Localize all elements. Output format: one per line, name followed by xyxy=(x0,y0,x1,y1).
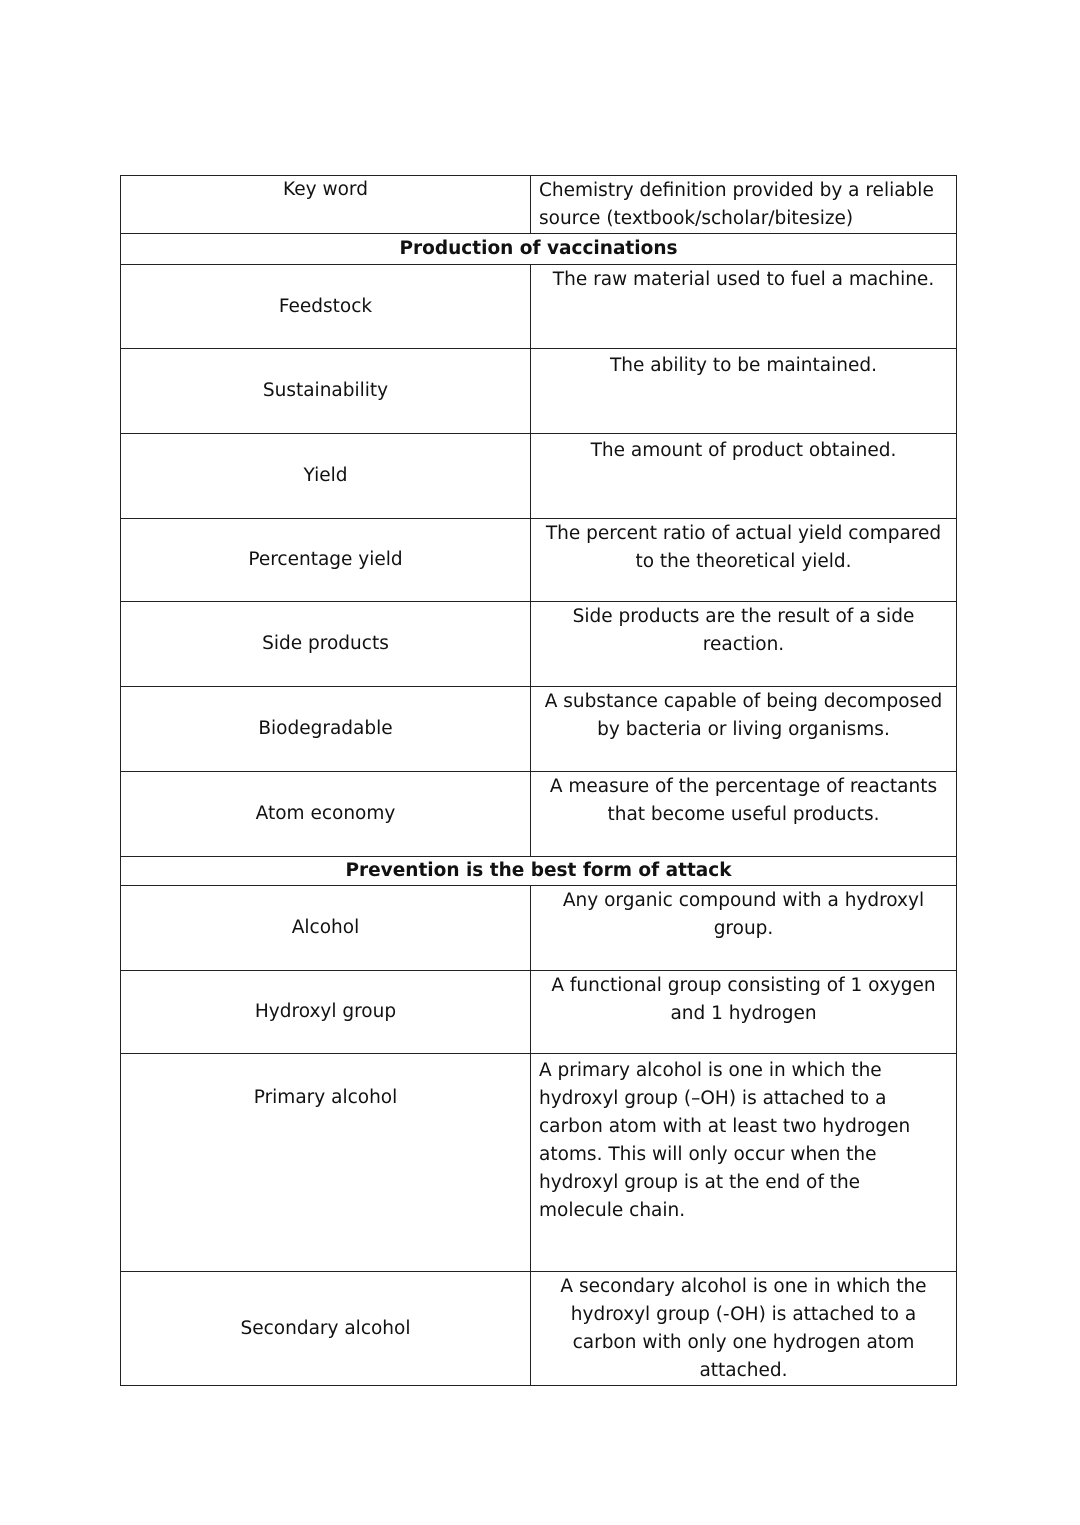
table-row: Hydroxyl group A functional group consist… xyxy=(120,970,957,1054)
table-row: Side products Side products are the resul… xyxy=(120,601,957,687)
table-row: Biodegradable A substance capable of bein… xyxy=(120,686,957,772)
term: Secondary alcohol xyxy=(120,1271,531,1386)
definition: Side products are the result of a side r… xyxy=(530,601,957,687)
section-title: Production of vaccinations xyxy=(120,233,957,265)
term: Biodegradable xyxy=(120,686,531,772)
term: Side products xyxy=(120,601,531,687)
definition: Any organic compound with a hydroxyl gro… xyxy=(530,885,957,971)
header-definition: Chemistry definition provided by a relia… xyxy=(530,175,957,234)
definition: The percent ratio of actual yield compar… xyxy=(530,518,957,602)
table-row: Yield The amount of product obtained. xyxy=(120,433,957,519)
header-keyword: Key word xyxy=(120,175,531,234)
definition: A functional group consisting of 1 oxyge… xyxy=(530,970,957,1054)
definition: A measure of the percentage of reactants… xyxy=(530,771,957,857)
term: Atom economy xyxy=(120,771,531,857)
definition: A primary alcohol is one in which the hy… xyxy=(530,1053,957,1272)
term: Alcohol xyxy=(120,885,531,971)
definition: A secondary alcohol is one in which the … xyxy=(530,1271,957,1386)
table-row: Secondary alcohol A secondary alcohol is … xyxy=(120,1271,957,1386)
term: Primary alcohol xyxy=(120,1053,531,1272)
definition: The amount of product obtained. xyxy=(530,433,957,519)
term: Hydroxyl group xyxy=(120,970,531,1054)
keyword-definition-table: Key word Chemistry definition provided b… xyxy=(120,175,957,1386)
header-row: Key word Chemistry definition provided b… xyxy=(120,175,957,234)
table-row: Primary alcohol A primary alcohol is one … xyxy=(120,1053,957,1272)
table-row: Percentage yield The percent ratio of act… xyxy=(120,518,957,602)
term: Yield xyxy=(120,433,531,519)
definition: The ability to be maintained. xyxy=(530,348,957,434)
table-row: Alcohol Any organic compound with a hydro… xyxy=(120,885,957,971)
section-title: Prevention is the best form of attack xyxy=(120,856,957,886)
term: Feedstock xyxy=(120,264,531,349)
table-row: Feedstock The raw material used to fuel a… xyxy=(120,264,957,349)
table-row: Atom economy A measure of the percentage … xyxy=(120,771,957,857)
table-row: Sustainability The ability to be maintain… xyxy=(120,348,957,434)
term: Percentage yield xyxy=(120,518,531,602)
definition: A substance capable of being decomposed … xyxy=(530,686,957,772)
definition: The raw material used to fuel a machine. xyxy=(530,264,957,349)
term: Sustainability xyxy=(120,348,531,434)
